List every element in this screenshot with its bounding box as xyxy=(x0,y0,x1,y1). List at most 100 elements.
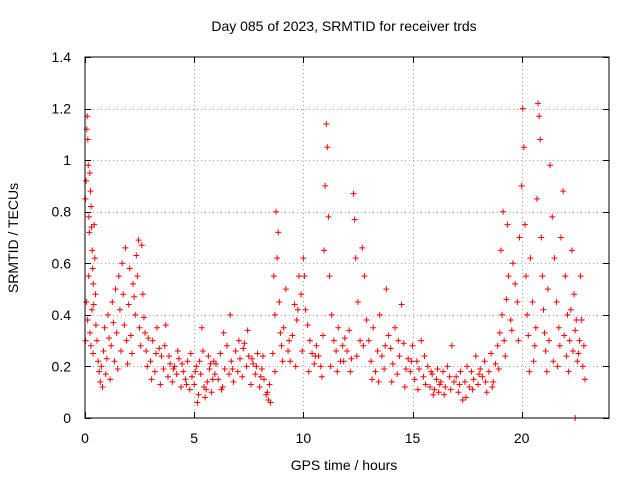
data-point xyxy=(182,376,189,383)
data-point xyxy=(209,376,216,383)
data-point xyxy=(219,384,226,391)
data-point xyxy=(121,322,128,329)
data-point xyxy=(257,373,264,380)
data-point xyxy=(178,384,185,391)
data-point xyxy=(275,229,282,236)
data-point xyxy=(91,221,98,228)
data-point xyxy=(131,293,138,300)
data-point xyxy=(199,347,206,354)
data-point xyxy=(299,347,306,354)
data-point xyxy=(202,394,209,401)
data-point xyxy=(456,381,463,388)
data-point xyxy=(115,273,122,280)
data-point xyxy=(416,366,423,373)
data-point xyxy=(215,376,222,383)
data-point xyxy=(339,342,346,349)
data-point xyxy=(95,358,102,365)
data-point xyxy=(409,342,416,349)
data-point xyxy=(86,170,93,177)
data-point xyxy=(104,311,111,318)
data-point xyxy=(88,224,95,231)
data-point xyxy=(365,337,372,344)
data-point xyxy=(196,358,203,365)
data-point xyxy=(382,342,389,349)
data-point xyxy=(130,280,137,287)
data-point xyxy=(421,353,428,360)
data-point xyxy=(188,373,195,380)
data-point xyxy=(566,337,573,344)
data-point xyxy=(85,273,92,280)
data-point xyxy=(191,381,198,388)
data-point xyxy=(322,182,329,189)
data-point xyxy=(576,337,583,344)
data-point xyxy=(549,213,556,220)
chart-title: Day 085 of 2023, SRMTID for receiver trd… xyxy=(211,18,476,34)
data-point xyxy=(244,327,251,334)
data-point xyxy=(363,317,370,324)
data-point xyxy=(324,144,331,151)
data-point xyxy=(135,237,142,244)
data-point xyxy=(124,360,131,367)
data-point xyxy=(86,229,93,236)
data-point xyxy=(344,347,350,354)
data-point xyxy=(89,265,96,272)
data-point xyxy=(108,342,115,349)
data-point xyxy=(494,342,501,349)
data-point xyxy=(267,399,274,406)
data-point xyxy=(259,353,266,360)
data-point xyxy=(301,273,308,280)
data-point xyxy=(120,291,127,298)
data-point xyxy=(169,378,176,385)
data-point xyxy=(340,358,347,365)
data-point xyxy=(230,378,237,385)
data-point xyxy=(376,311,383,318)
data-point xyxy=(193,363,200,370)
data-point xyxy=(538,234,545,241)
data-point xyxy=(101,324,108,331)
data-point xyxy=(562,273,569,280)
data-point xyxy=(112,286,119,293)
data-point xyxy=(420,373,427,380)
data-point xyxy=(361,273,368,280)
data-point xyxy=(553,298,560,305)
data-point xyxy=(523,273,530,280)
data-point xyxy=(372,368,379,375)
data-point xyxy=(578,317,585,324)
data-point xyxy=(132,311,139,318)
data-point xyxy=(446,373,453,380)
data-point xyxy=(411,376,418,383)
data-point xyxy=(368,358,375,365)
data-point xyxy=(503,296,510,303)
data-point xyxy=(387,345,394,352)
data-point xyxy=(388,378,395,385)
data-point xyxy=(92,291,99,298)
data-point xyxy=(580,342,587,349)
data-point xyxy=(160,366,167,373)
data-point xyxy=(84,136,91,143)
data-point xyxy=(359,244,366,251)
data-point xyxy=(280,324,287,331)
data-point xyxy=(137,342,144,349)
data-point xyxy=(414,386,421,393)
data-point xyxy=(577,273,584,280)
data-point xyxy=(240,345,247,352)
data-point xyxy=(466,384,473,391)
data-point xyxy=(88,306,95,313)
data-point xyxy=(173,371,180,378)
data-point xyxy=(220,329,227,336)
data-point xyxy=(223,342,230,349)
data-point xyxy=(162,322,169,329)
data-point xyxy=(239,373,246,380)
data-point xyxy=(279,358,286,365)
data-point xyxy=(556,342,563,349)
data-point xyxy=(123,337,130,344)
data-point xyxy=(509,260,516,267)
y-tick-label: 1.2 xyxy=(52,101,72,117)
data-point xyxy=(567,306,574,313)
data-point xyxy=(470,376,477,383)
data-point xyxy=(579,363,586,370)
data-point xyxy=(96,368,103,375)
data-point xyxy=(447,386,454,393)
data-point xyxy=(285,347,292,354)
